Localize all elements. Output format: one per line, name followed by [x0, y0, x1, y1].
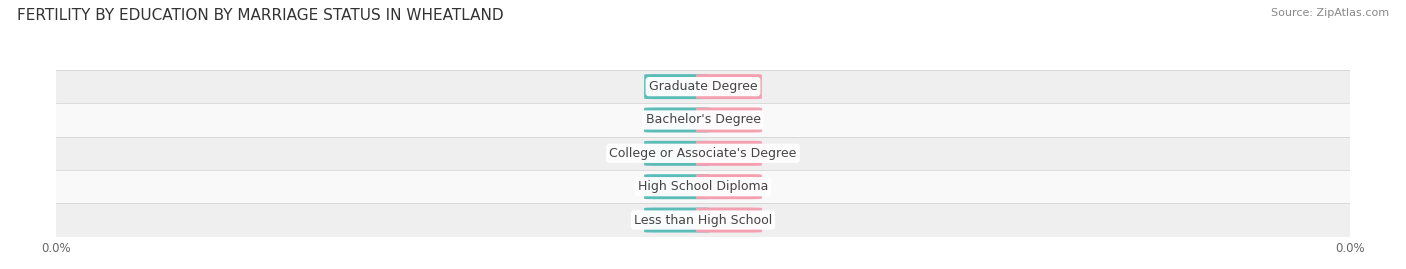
FancyBboxPatch shape — [696, 208, 762, 232]
Bar — [56, 170, 1350, 203]
Text: 0.0%: 0.0% — [662, 148, 692, 158]
FancyBboxPatch shape — [696, 141, 762, 166]
Text: 0.0%: 0.0% — [714, 148, 744, 158]
FancyBboxPatch shape — [696, 174, 762, 199]
Text: Bachelor's Degree: Bachelor's Degree — [645, 114, 761, 126]
FancyBboxPatch shape — [644, 141, 710, 166]
FancyBboxPatch shape — [696, 107, 762, 133]
Bar — [56, 137, 1350, 170]
FancyBboxPatch shape — [644, 74, 710, 99]
Text: College or Associate's Degree: College or Associate's Degree — [609, 147, 797, 160]
Text: FERTILITY BY EDUCATION BY MARRIAGE STATUS IN WHEATLAND: FERTILITY BY EDUCATION BY MARRIAGE STATU… — [17, 8, 503, 23]
Text: Graduate Degree: Graduate Degree — [648, 80, 758, 93]
Bar — [56, 103, 1350, 137]
FancyBboxPatch shape — [644, 208, 710, 232]
Text: 0.0%: 0.0% — [662, 215, 692, 225]
Text: High School Diploma: High School Diploma — [638, 180, 768, 193]
Text: 0.0%: 0.0% — [662, 115, 692, 125]
FancyBboxPatch shape — [644, 174, 710, 199]
Bar — [56, 70, 1350, 103]
FancyBboxPatch shape — [696, 74, 762, 99]
Text: Less than High School: Less than High School — [634, 214, 772, 226]
Text: 0.0%: 0.0% — [662, 182, 692, 192]
Text: 0.0%: 0.0% — [714, 82, 744, 92]
Text: Source: ZipAtlas.com: Source: ZipAtlas.com — [1271, 8, 1389, 18]
Text: 0.0%: 0.0% — [714, 215, 744, 225]
Bar — [56, 203, 1350, 237]
Text: 0.0%: 0.0% — [662, 82, 692, 92]
Text: 0.0%: 0.0% — [714, 115, 744, 125]
Text: 0.0%: 0.0% — [714, 182, 744, 192]
FancyBboxPatch shape — [644, 107, 710, 133]
